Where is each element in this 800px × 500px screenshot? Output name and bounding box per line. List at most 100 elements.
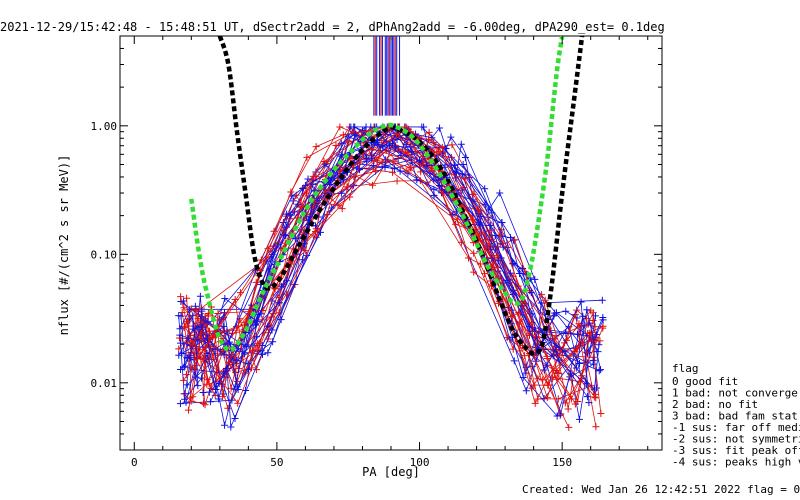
plus-marker	[221, 421, 229, 429]
plus-marker	[231, 414, 239, 422]
legend-entry: 3 bad: bad fam stat	[672, 410, 798, 423]
plus-marker	[381, 162, 389, 170]
plus-marker	[447, 133, 455, 141]
plus-marker	[553, 412, 561, 420]
plus-marker	[487, 221, 495, 229]
plus-marker	[190, 365, 198, 373]
plus-marker	[259, 306, 267, 314]
plus-marker	[585, 329, 593, 337]
plus-marker	[287, 211, 295, 219]
y-tick-label: 0.10	[91, 248, 118, 261]
plus-marker	[303, 251, 311, 259]
plus-marker	[190, 356, 198, 364]
plus-marker	[595, 341, 603, 349]
plus-marker	[264, 322, 272, 330]
x-tick-label: 100	[410, 456, 430, 469]
plus-marker	[267, 313, 275, 321]
plus-marker	[339, 131, 347, 139]
plus-marker	[299, 256, 307, 264]
plus-marker	[180, 376, 188, 384]
plus-marker	[269, 338, 277, 346]
plus-marker	[290, 208, 298, 216]
plus-marker	[191, 302, 199, 310]
plus-marker	[420, 123, 428, 131]
plus-marker	[430, 176, 438, 184]
plus-marker	[312, 228, 320, 236]
plus-marker	[224, 404, 232, 412]
plus-marker	[541, 296, 549, 304]
plus-marker	[240, 350, 248, 358]
plus-marker	[522, 387, 530, 395]
plus-marker	[309, 172, 317, 180]
plus-marker	[528, 310, 536, 318]
plus-marker	[402, 167, 410, 175]
plus-marker	[220, 351, 228, 359]
plus-marker	[597, 366, 605, 374]
plus-marker	[358, 126, 366, 134]
plus-marker	[585, 399, 593, 407]
plus-marker	[240, 321, 248, 329]
plus-marker	[582, 380, 590, 388]
plus-marker	[457, 238, 465, 246]
plus-marker	[189, 325, 197, 333]
plus-marker	[183, 381, 191, 389]
legend-entry: -1 sus: far off medic	[672, 421, 800, 434]
plus-marker	[436, 124, 444, 132]
plus-marker	[506, 269, 514, 277]
plus-marker	[486, 226, 494, 234]
plus-marker	[525, 323, 533, 331]
plus-marker	[425, 135, 433, 143]
plus-marker	[531, 275, 539, 283]
plus-marker	[200, 400, 208, 408]
plus-marker	[187, 305, 195, 313]
plus-marker	[181, 322, 189, 330]
trace-blue-31	[186, 130, 578, 401]
plus-marker	[470, 268, 478, 276]
plus-marker	[507, 234, 515, 242]
plus-marker	[221, 294, 229, 302]
fit-curve-0	[217, 36, 585, 356]
plus-marker	[430, 191, 438, 199]
plus-marker	[351, 130, 359, 138]
plus-marker	[196, 292, 204, 300]
plus-marker	[181, 390, 189, 398]
plus-marker	[530, 352, 538, 360]
plus-marker	[595, 367, 603, 375]
plus-marker	[298, 203, 306, 211]
x-tick-label: 50	[270, 456, 283, 469]
plus-marker	[428, 134, 436, 142]
plus-marker	[332, 141, 340, 149]
x-tick-label: 0	[131, 456, 138, 469]
plus-marker	[565, 423, 573, 431]
plus-marker	[452, 220, 460, 228]
plus-marker	[181, 362, 189, 370]
plus-marker	[369, 181, 377, 189]
plus-marker	[470, 249, 478, 257]
plus-marker	[303, 153, 311, 161]
plus-marker	[392, 143, 400, 151]
plus-marker	[264, 349, 272, 357]
plus-marker	[461, 175, 469, 183]
plus-marker	[592, 423, 600, 431]
plus-marker	[176, 400, 184, 408]
plus-marker	[516, 347, 524, 355]
plus-marker	[519, 373, 527, 381]
plus-marker	[393, 177, 401, 185]
plus-marker	[590, 386, 598, 394]
legend-entry: 1 bad: not converge	[672, 387, 798, 400]
plus-marker	[457, 140, 465, 148]
plus-marker	[461, 153, 469, 161]
trace-blue-41	[179, 134, 594, 426]
plus-marker	[257, 256, 265, 264]
plus-marker	[583, 393, 591, 401]
legend-entry: -4 sus: peaks high va	[672, 456, 800, 469]
plus-marker	[187, 397, 195, 405]
plus-marker	[222, 364, 230, 372]
plus-marker	[257, 310, 265, 318]
chart-title: 2021-12-29/15:42:48 - 15:48:51 UT, dSect…	[0, 20, 665, 34]
plus-marker	[476, 219, 484, 227]
plus-marker	[407, 147, 415, 155]
plus-marker	[571, 400, 579, 408]
plus-marker	[277, 316, 285, 324]
